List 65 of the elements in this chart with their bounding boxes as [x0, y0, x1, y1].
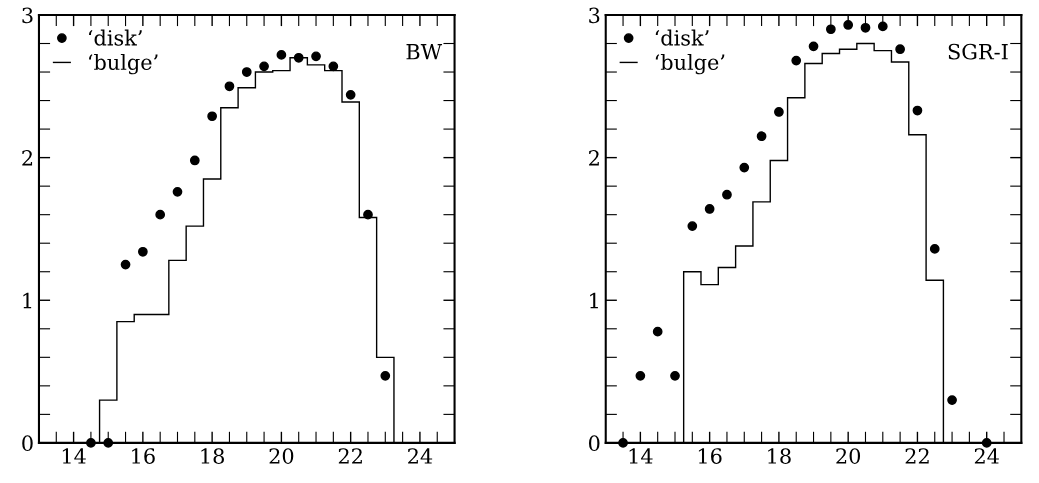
- point: [259, 61, 269, 72]
- point: [704, 204, 715, 214]
- point: [791, 55, 802, 66]
- point: [345, 89, 356, 100]
- point: [947, 395, 957, 405]
- y-tick-label: 1: [590, 292, 598, 309]
- point: [293, 52, 304, 63]
- legend-label: ‘bulge’: [89, 53, 158, 75]
- y-tick-label: 2: [589, 150, 599, 166]
- y-tick-label: 3: [589, 7, 600, 24]
- x-tick-label: 22: [338, 448, 362, 464]
- point: [155, 209, 166, 220]
- point: [138, 246, 148, 257]
- point: [618, 438, 628, 448]
- x-tick-label: 14: [629, 448, 653, 464]
- point: [652, 326, 663, 337]
- point: [635, 371, 646, 381]
- point: [825, 24, 836, 35]
- point: [756, 131, 767, 142]
- point: [929, 244, 940, 254]
- x-tick-label: 16: [698, 448, 722, 464]
- point: [86, 438, 96, 448]
- annotation: SGR-I: [948, 43, 1008, 60]
- point: [981, 438, 992, 448]
- point: [380, 371, 391, 381]
- y-tick-label: 3: [22, 7, 33, 24]
- legend-label: ‘disk’: [655, 29, 709, 46]
- point: [241, 67, 252, 77]
- point: [670, 371, 680, 381]
- x-tick-label: 16: [132, 448, 155, 464]
- point: [895, 44, 905, 55]
- point: [311, 51, 321, 62]
- point: [808, 41, 819, 52]
- y-tick-label: 1: [23, 292, 32, 309]
- point: [328, 61, 339, 72]
- point: [774, 107, 784, 117]
- point: [207, 111, 217, 122]
- point: [189, 155, 200, 166]
- point: [224, 81, 235, 92]
- point: [276, 50, 287, 60]
- point: [912, 105, 923, 116]
- y-tick-label: 0: [588, 435, 600, 452]
- x-tick-label: 20: [836, 448, 861, 464]
- x-tick-label: 18: [201, 448, 224, 464]
- point: [877, 21, 888, 32]
- point: [120, 259, 131, 270]
- x-tick-label: 20: [269, 448, 294, 464]
- x-tick-label: 22: [905, 448, 929, 464]
- x-tick-label: 24: [974, 448, 999, 464]
- y-tick-label: 0: [22, 435, 33, 452]
- legend-label: ‘disk’: [89, 29, 142, 46]
- x-tick-label: 24: [408, 448, 433, 464]
- point: [103, 438, 114, 448]
- point: [172, 186, 183, 197]
- x-tick-label: 18: [768, 448, 791, 464]
- point: [363, 209, 373, 220]
- point: [843, 20, 854, 30]
- x-tick-label: 14: [62, 448, 86, 464]
- y-tick-label: 2: [22, 150, 33, 166]
- point: [860, 22, 871, 33]
- point: [687, 221, 698, 231]
- legend-label: ‘bulge’: [655, 53, 725, 75]
- point: [722, 189, 732, 200]
- annotation: BW: [406, 44, 443, 60]
- point: [739, 162, 750, 173]
